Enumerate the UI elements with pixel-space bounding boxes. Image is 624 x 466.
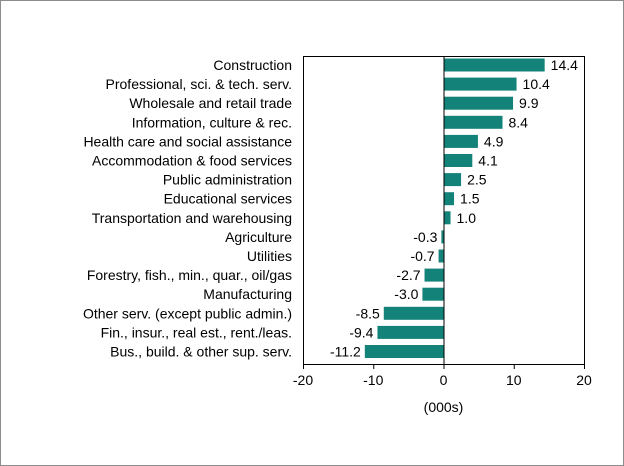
bar-value-label: -2.7	[396, 267, 420, 283]
category-label: Public administration	[163, 172, 292, 188]
x-tick-label: 10	[506, 372, 522, 388]
bar-value-label: -9.4	[349, 324, 373, 340]
bar-value-label: 4.1	[478, 153, 498, 169]
category-label: Health care and social assistance	[83, 133, 292, 149]
x-axis: -20 -10 0 10 20	[293, 364, 592, 388]
category-label: Accommodation & food services	[92, 153, 292, 169]
value-labels: 14.410.4 9.9 8.4 4.9 4.1 2.5 1.5 1.0 -0.3 -0.7 -2.…	[330, 57, 578, 360]
bar-value-label: -0.3	[413, 229, 437, 245]
bar	[422, 287, 444, 301]
bar	[443, 173, 462, 187]
bar-value-label: -0.7	[410, 248, 434, 264]
bar-value-label: 8.4	[509, 114, 529, 130]
bar	[443, 96, 514, 110]
category-label: Forestry, fish., min., quar., oil/gas	[87, 267, 292, 283]
bar	[424, 268, 444, 282]
category-label: Utilities	[247, 248, 292, 264]
bar-value-label: -3.0	[394, 286, 418, 302]
bar	[443, 134, 478, 148]
bar	[443, 192, 455, 206]
bar	[443, 77, 517, 91]
plot-area: 14.410.4 9.9 8.4 4.9 4.1 2.5 1.5 1.0 -0.3 -0.7 -2.…	[303, 56, 585, 365]
category-label: Other serv. (except public admin.)	[83, 305, 292, 321]
x-axis-title: (000s)	[424, 399, 464, 415]
bar	[438, 249, 444, 263]
category-label: Educational services	[164, 191, 292, 207]
bar-value-label: 1.0	[457, 210, 477, 226]
bars	[364, 58, 545, 358]
x-tick-label: 0	[440, 372, 448, 388]
bar-value-label: 2.5	[467, 172, 487, 188]
bar	[383, 306, 444, 320]
bar-value-label: 14.4	[551, 57, 578, 73]
x-tick-label: 20	[576, 372, 592, 388]
bar-value-label: -11.2	[330, 344, 361, 360]
category-label: Transportation and warehousing	[92, 210, 292, 226]
bar-value-label: 10.4	[523, 76, 550, 92]
category-label: Bus., build. & other sup. serv.	[110, 344, 292, 360]
category-labels: Construction Professional, sci. & tech. s…	[83, 57, 292, 360]
category-label: Fin., insur., real est., rent./leas.	[101, 324, 292, 340]
bar	[443, 211, 451, 225]
category-label: Information, culture & rec.	[132, 114, 292, 130]
bar	[364, 345, 444, 358]
category-label: Wholesale and retail trade	[129, 95, 292, 111]
bar	[443, 115, 503, 129]
category-label: Construction	[213, 57, 292, 73]
bar-value-label: 4.9	[484, 133, 504, 149]
bar-value-label: 1.5	[460, 191, 480, 207]
category-label: Agriculture	[225, 229, 292, 245]
x-tick-label: -10	[363, 372, 383, 388]
category-label: Manufacturing	[203, 286, 292, 302]
bar-value-label: -8.5	[356, 305, 380, 321]
bar	[441, 230, 444, 244]
category-label: Professional, sci. & tech. serv.	[106, 76, 292, 92]
x-tick-label: -20	[293, 372, 313, 388]
bar	[443, 58, 545, 72]
bar	[377, 325, 444, 339]
bar	[443, 154, 473, 167]
bar-value-label: 9.9	[519, 95, 539, 111]
